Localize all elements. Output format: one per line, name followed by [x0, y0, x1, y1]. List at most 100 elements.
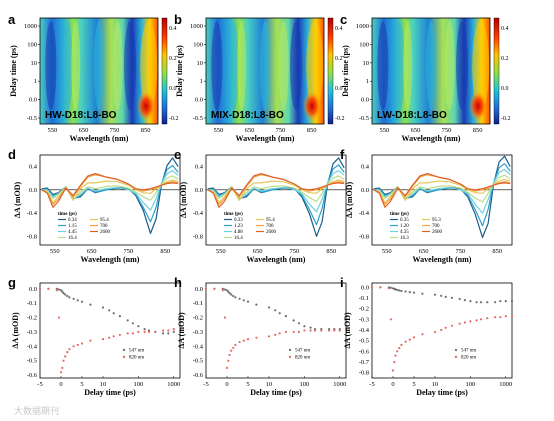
data-point	[510, 300, 514, 303]
data-point	[504, 315, 507, 318]
heatmap-band	[211, 21, 223, 111]
x-tick-label: 850	[141, 127, 151, 134]
data-point	[458, 322, 461, 325]
data-point	[68, 348, 71, 351]
data-point	[396, 350, 399, 353]
data-point	[404, 340, 407, 343]
panel-label: i	[340, 275, 344, 290]
colorbar-tick: 0.4	[335, 26, 343, 32]
y-tick-label: 0.0	[29, 97, 37, 104]
data-point	[246, 338, 250, 341]
plot-frame	[39, 154, 181, 246]
colorbar-tick: 0.4	[501, 26, 509, 32]
data-point	[328, 329, 331, 332]
data-point	[255, 336, 258, 339]
data-point	[398, 289, 401, 292]
data-point	[112, 335, 115, 338]
data-point	[126, 319, 129, 322]
y-tick-label: -0.1	[27, 300, 37, 307]
data-point	[458, 297, 461, 301]
data-point	[59, 371, 63, 374]
data-point	[108, 309, 111, 312]
x-tick-label: 750	[124, 248, 134, 255]
y-tick-label: 0.0	[29, 286, 37, 293]
heatmap-band	[229, 21, 239, 111]
y-tick-label: -0.1	[359, 295, 369, 302]
data-point	[303, 325, 306, 328]
data-point	[398, 347, 401, 350]
plot-frame	[205, 282, 347, 379]
data-point	[64, 355, 67, 358]
heatmap-band	[94, 21, 104, 111]
data-point	[80, 342, 84, 345]
y-axis-label: ΔA (mOD)	[179, 181, 188, 218]
y-tick-label: 1000	[190, 23, 203, 30]
x-tick-label: 0	[391, 381, 394, 388]
data-point	[172, 328, 175, 331]
legend-entry: 95.4	[266, 218, 275, 223]
colorbar-tick: 0.2	[501, 56, 509, 62]
y-tick-label: 0.4	[195, 164, 204, 171]
x-tick-label: -5	[369, 381, 374, 388]
data-point	[400, 343, 403, 346]
y-tick-label: -0.5	[359, 115, 369, 122]
watermark: 大数据期刊	[14, 405, 59, 416]
y-tick-label: -0.5	[193, 358, 203, 365]
x-tick-label: 1000	[499, 381, 512, 388]
legend-entry: 0.33	[234, 218, 243, 223]
data-point	[143, 330, 146, 333]
data-point	[66, 294, 69, 298]
data-point	[230, 293, 233, 296]
data-point	[62, 292, 65, 295]
kinetics-panel-g: g -5 0 5 10 100 1000 0.0 -0.1 -0.2 -0.3 -0.4 -0.5 -0.…	[8, 275, 182, 397]
y-tick-label: -0.6	[27, 372, 38, 379]
data-point	[387, 287, 390, 290]
heatmap-panel-c: c LW-D18:L8-BO 0.4 0.2 0.0 -0.2 1000 100 10 1 0.0 -…	[340, 12, 511, 143]
data-point	[475, 319, 478, 322]
legend-marker	[288, 348, 292, 352]
y-tick-label: 1	[366, 78, 369, 85]
y-tick-label: 1000	[24, 23, 37, 30]
data-point	[118, 315, 121, 318]
data-point	[178, 328, 182, 331]
data-point	[112, 312, 115, 315]
colorbar-tick: 0.0	[335, 86, 343, 92]
heatmap-band	[260, 21, 270, 111]
data-point	[230, 349, 233, 352]
data-point	[47, 287, 50, 290]
y-tick-label: 0.0	[195, 97, 203, 104]
data-point	[204, 287, 208, 290]
y-axis-label: Delay time (ps)	[341, 45, 350, 97]
y-tick-label: -0.5	[359, 338, 369, 345]
data-point	[137, 330, 140, 333]
legend-title: time (ps)	[390, 212, 409, 217]
panel-label: e	[174, 147, 181, 162]
data-point	[232, 346, 235, 349]
heatmap-band	[456, 21, 469, 111]
legend-entry: 2600	[100, 230, 111, 235]
panel-label: c	[340, 12, 347, 27]
x-tick-label: 650	[245, 127, 255, 134]
data-point	[475, 301, 478, 304]
y-tick-label: -0.2	[27, 315, 37, 322]
data-point	[440, 328, 443, 332]
x-tick-label: 5	[80, 381, 83, 388]
data-point	[213, 287, 216, 290]
data-point	[440, 294, 443, 297]
data-point	[246, 300, 250, 303]
legend-entry: 1.23	[234, 224, 243, 229]
data-point	[303, 329, 306, 332]
data-point	[167, 329, 170, 332]
x-tick-label: 750	[110, 127, 120, 134]
heatmap-band	[444, 21, 455, 111]
x-tick-label: 850	[492, 248, 502, 255]
data-point	[162, 332, 165, 335]
heatmap-band	[112, 21, 123, 111]
data-point	[234, 343, 237, 346]
legend-entry: 2600	[432, 230, 443, 235]
x-tick-label: 100	[134, 381, 144, 388]
colorbar-tick: -0.2	[335, 116, 345, 122]
data-point	[72, 345, 75, 348]
data-point	[274, 333, 277, 336]
y-tick-label: -0.6	[193, 372, 204, 379]
